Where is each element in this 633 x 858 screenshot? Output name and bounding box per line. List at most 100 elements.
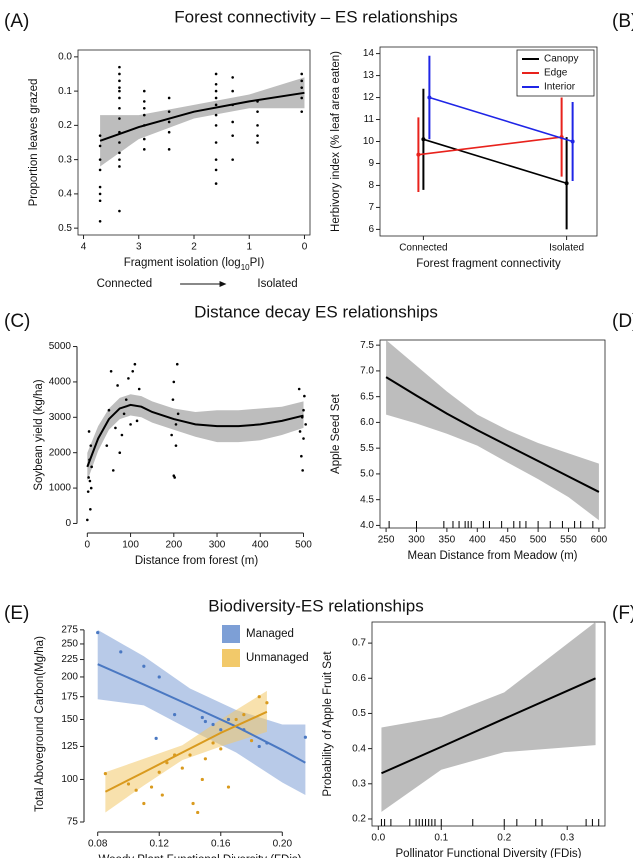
point (214, 158, 218, 161)
point (300, 454, 303, 458)
x-tick-label: 350 (439, 535, 456, 546)
y-axis-label: Total Aboveground Carbon(Mg/ha) (34, 636, 46, 812)
point (256, 124, 259, 127)
y-tick-label: 0.6 (352, 673, 366, 684)
x-tick-label: 600 (591, 535, 608, 546)
y-tick-label: 3000 (49, 412, 72, 423)
point (98, 199, 102, 203)
point (142, 89, 146, 93)
point (160, 793, 164, 797)
y-tick-label: 7.5 (360, 340, 374, 351)
point (105, 444, 109, 447)
confidence-band (97, 629, 306, 796)
y-tick-label: 11 (364, 114, 375, 125)
point (167, 148, 171, 151)
point (249, 739, 254, 743)
point (200, 777, 204, 782)
point (173, 713, 177, 717)
point (96, 630, 100, 635)
point (214, 103, 218, 107)
point (87, 430, 91, 433)
point (98, 134, 102, 137)
y-tick-label: 6.0 (360, 417, 374, 428)
point (118, 117, 121, 120)
point (564, 181, 569, 186)
x-tick-label: 0.3 (560, 833, 574, 844)
point (118, 86, 121, 89)
y-tick-label: 14 (363, 48, 375, 59)
y-tick-label: 0.7 (352, 638, 366, 649)
y-tick-label: 275 (61, 624, 78, 635)
point (214, 141, 218, 144)
point (89, 508, 92, 511)
series-line (418, 136, 562, 156)
y-tick-label: 0.0 (58, 51, 72, 62)
y-axis-label: Apple Seed Set (330, 393, 342, 474)
point (570, 139, 575, 144)
y-tick-label: 4.5 (360, 494, 374, 505)
x-tick-label: 450 (499, 535, 516, 546)
point (214, 82, 218, 86)
x-tick-label: 500 (295, 540, 312, 551)
point (103, 772, 107, 776)
point (231, 76, 234, 79)
y-tick-label: 6.5 (360, 391, 374, 402)
arrow-head (219, 281, 227, 287)
point (167, 110, 171, 113)
legend-label: Unmanaged (246, 652, 309, 664)
point (231, 158, 234, 161)
x-tick-label: 200 (165, 540, 182, 551)
legend-label: Edge (544, 68, 568, 79)
point (142, 137, 146, 141)
point (118, 451, 122, 454)
point (421, 137, 426, 142)
x-tick-label: 250 (378, 535, 395, 546)
point (118, 158, 121, 161)
point (157, 770, 161, 774)
point (242, 713, 246, 717)
point (256, 141, 259, 144)
point (142, 113, 146, 117)
x-axis-label-part: Fragment isolation (log (124, 257, 241, 269)
point (137, 387, 141, 391)
x-tick-label: 0.1 (434, 833, 448, 844)
x-tick-label: 0.16 (211, 839, 231, 850)
y-tick-label: 0.2 (58, 120, 72, 131)
panel-letter: (A) (4, 11, 29, 32)
panel-letter: (E) (4, 603, 29, 624)
y-tick-label: 7.0 (360, 366, 374, 377)
point (203, 757, 207, 761)
x-tick-label: 3 (136, 242, 142, 253)
point (90, 465, 93, 469)
point (214, 124, 218, 127)
point (300, 72, 304, 76)
y-tick-label: 4000 (49, 377, 72, 388)
point (219, 728, 223, 732)
point (172, 380, 176, 384)
point (142, 106, 146, 110)
point (176, 412, 180, 416)
point (427, 95, 432, 100)
point (256, 134, 259, 137)
y-tick-label: 5.0 (360, 469, 374, 480)
x-tick-label: 4 (81, 242, 87, 253)
y-tick-label: 10 (363, 136, 375, 147)
y-tick-label: 75 (67, 817, 79, 828)
section-title: Biodiversity-ES relationships (208, 596, 423, 615)
y-tick-label: 0.3 (352, 778, 366, 789)
x-tick-label: 1 (246, 242, 252, 253)
plot-area (86, 362, 307, 522)
point (303, 394, 306, 398)
point (118, 65, 121, 69)
y-tick-label: 125 (61, 741, 78, 752)
point (154, 736, 158, 740)
point (214, 113, 218, 117)
point (126, 782, 131, 786)
y-tick-label: 7 (368, 202, 374, 213)
x-tick-label: 100 (122, 540, 139, 551)
point (301, 469, 304, 472)
point (114, 426, 117, 430)
series-line (423, 138, 567, 185)
legend-label: Canopy (544, 54, 578, 65)
point (300, 110, 304, 113)
